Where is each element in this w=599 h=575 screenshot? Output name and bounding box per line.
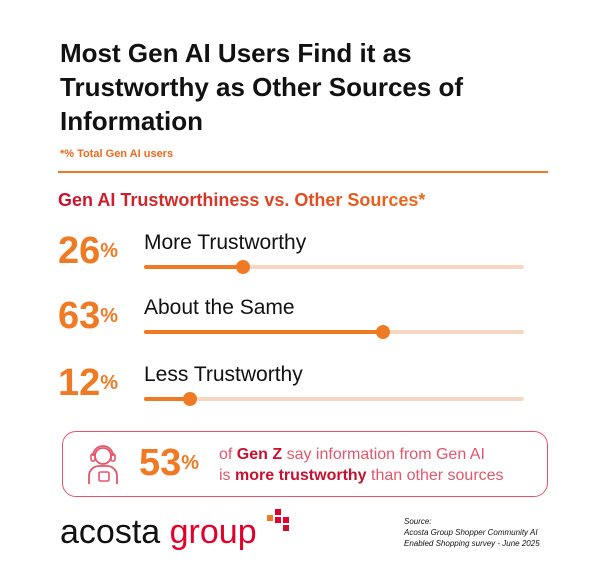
bar-track [144,392,524,406]
value-label: 26% [58,230,119,272]
page-title: Most Gen AI Users Find it as Trustworthy… [60,38,464,136]
company-logo: acosta group [60,512,257,552]
value-label: 63% [58,295,119,337]
bar-marker [182,392,197,406]
category-label: About the Same [144,296,295,319]
bar-fill [144,397,190,401]
bar-track [144,260,524,274]
bar-fill [144,330,384,334]
chart-title: Gen AI Trustworthiness vs. Other Sources… [58,190,426,210]
subtitle: *% Total Gen AI users [60,148,174,160]
bar-track [144,325,524,339]
logo-word-acosta: acosta [60,513,161,551]
category-label: More Trustworthy [144,231,307,254]
value-label: 12% [58,362,119,404]
divider [58,171,548,173]
person-headset-icon [88,445,118,484]
category-label: Less Trustworthy [144,363,303,386]
bar-marker [376,325,391,339]
chart-row: 12% Less Trustworthy [0,363,599,423]
bar-marker [235,260,250,274]
callout-value: 53% [139,442,200,484]
chart-row: 63% About the Same [0,296,599,356]
callout-message: of Gen Z say information from Gen AI is … [219,446,504,484]
bar-fill [144,265,243,269]
logo-word-group: group [169,513,257,551]
logo-mark-icon [267,509,289,531]
chart-row: 26% More Trustworthy [0,231,599,291]
source-note: Source: Acosta Group Shopper Community A… [404,517,540,548]
callout-box: 53% of Gen Z say information from Gen AI… [62,431,548,497]
